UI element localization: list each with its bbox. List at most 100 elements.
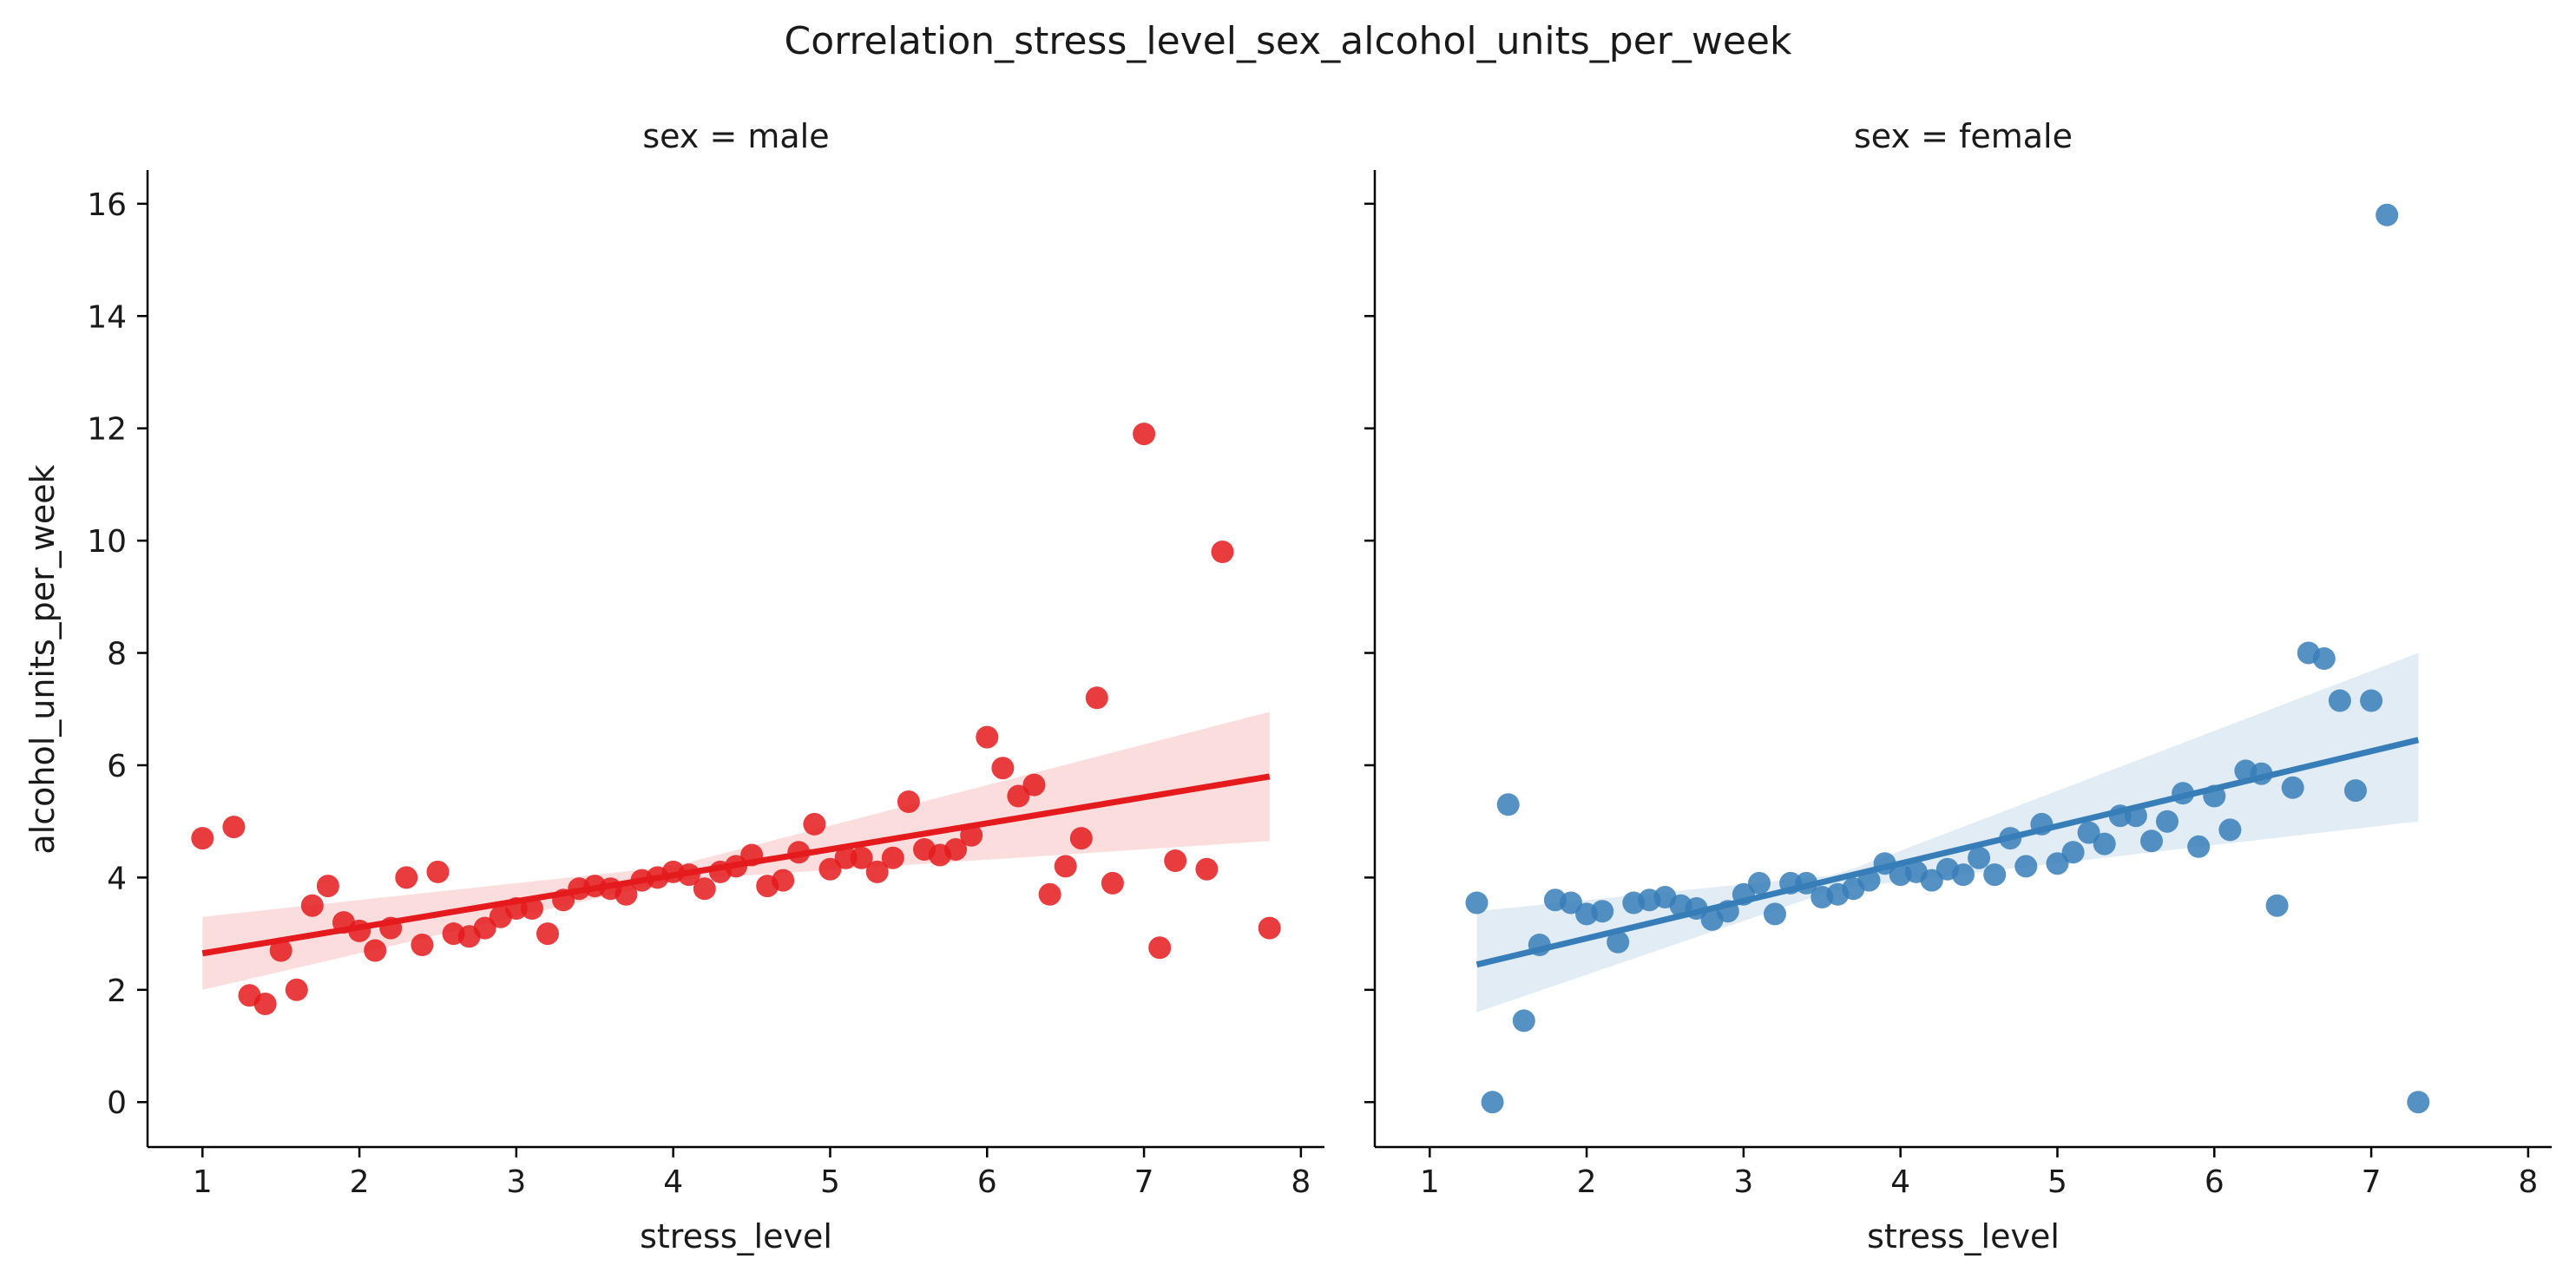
data-point	[1054, 855, 1077, 878]
data-point	[850, 846, 873, 869]
data-point	[2140, 829, 2163, 853]
data-point	[1764, 902, 1786, 926]
data-point	[1211, 541, 1234, 563]
data-point	[395, 866, 418, 889]
x-tick-label: 6	[2205, 1164, 2224, 1200]
data-point	[2061, 841, 2085, 864]
y-tick-label: 4	[107, 861, 127, 896]
data-point	[1952, 863, 1975, 887]
x-tick-label: 7	[2362, 1164, 2382, 1200]
data-point	[2093, 832, 2116, 856]
panel-male-confidence-band	[202, 711, 1270, 990]
x-tick-label: 3	[1733, 1164, 1753, 1200]
x-tick-label: 1	[193, 1164, 213, 1200]
x-tick-label: 7	[1134, 1164, 1154, 1200]
data-point	[364, 939, 387, 962]
data-point	[2077, 821, 2100, 844]
data-point	[1069, 827, 1093, 850]
data-point	[1164, 849, 1187, 872]
data-point	[191, 827, 214, 850]
data-point	[2156, 810, 2178, 833]
data-point	[1133, 423, 1156, 446]
data-point	[1148, 936, 1172, 960]
data-point	[411, 934, 434, 956]
data-point	[897, 790, 920, 813]
x-tick-label: 1	[1420, 1164, 1440, 1200]
data-point	[865, 860, 889, 883]
data-point	[1007, 784, 1030, 808]
data-point	[944, 838, 968, 861]
chart-title: Correlation_stress_level_sex_alcohol_uni…	[785, 19, 1792, 63]
data-point	[536, 922, 559, 946]
y-tick-label: 16	[87, 187, 127, 223]
data-point	[1022, 773, 1046, 797]
data-point	[1465, 891, 1488, 915]
y-tick-label: 6	[107, 749, 127, 784]
data-point	[803, 812, 826, 836]
x-tick-label: 2	[350, 1164, 370, 1200]
y-tick-label: 8	[107, 637, 127, 672]
data-point	[2014, 855, 2038, 878]
panel-female: sex = female stress_level 1 2 3 4 5 6 7 8	[1364, 117, 2552, 1255]
data-point	[2046, 852, 2069, 875]
x-tick-label: 5	[820, 1164, 840, 1200]
panel-female-x-axis-label: stress_level	[1867, 1217, 2060, 1255]
data-point	[285, 978, 308, 1001]
data-point	[222, 816, 246, 839]
data-point	[253, 993, 277, 1015]
x-tick-label: 5	[2047, 1164, 2067, 1200]
panel-male-regression-line	[201, 773, 1271, 957]
x-tick-label: 8	[2518, 1164, 2538, 1200]
data-point	[1512, 1009, 1535, 1033]
panel-female-regression-line	[1475, 737, 2420, 968]
data-point	[2407, 1091, 2430, 1114]
data-point	[1496, 793, 1520, 816]
y-tick-label: 10	[87, 524, 127, 560]
panel-male-title: sex = male	[642, 117, 829, 155]
panel-female-title: sex = female	[1854, 117, 2073, 155]
data-point	[1983, 863, 2007, 887]
data-point	[1591, 900, 1614, 923]
data-point	[834, 846, 858, 869]
panel-male-x-axis-label: stress_level	[640, 1217, 832, 1255]
data-point	[300, 894, 324, 917]
data-point	[2187, 835, 2211, 858]
data-point	[614, 882, 638, 906]
y-tick-label: 14	[87, 299, 127, 335]
x-tick-label: 6	[977, 1164, 997, 1200]
x-tick-label: 2	[1577, 1164, 1597, 1200]
data-point	[1920, 869, 1943, 892]
x-tick-label: 4	[1890, 1164, 1910, 1200]
data-point	[2218, 818, 2242, 842]
panel-male: sex = male stress_level 1 2 3 4 5 6 7 8 0 2 4 6 8 10 1…	[87, 117, 1324, 1255]
data-point	[1748, 871, 1771, 895]
data-point	[881, 846, 904, 869]
data-point	[521, 897, 543, 920]
data-point	[2281, 776, 2304, 799]
data-point	[976, 725, 999, 749]
data-point	[1481, 1091, 1504, 1114]
data-point	[1101, 871, 1124, 895]
data-point	[269, 939, 292, 962]
x-tick-label: 8	[1291, 1164, 1311, 1200]
y-tick-label: 12	[87, 412, 127, 448]
data-point	[772, 869, 795, 892]
data-point	[693, 877, 716, 901]
panel-female-confidence-band	[1476, 652, 2419, 1013]
data-point	[473, 916, 496, 940]
data-point	[991, 757, 1015, 780]
data-point	[2328, 689, 2351, 712]
y-tick-label: 0	[107, 1085, 127, 1121]
y-axis-label: alcohol_units_per_week	[23, 464, 62, 854]
data-point	[2360, 689, 2383, 712]
data-point	[1560, 891, 1582, 915]
data-point	[1085, 686, 1108, 710]
data-point	[818, 857, 842, 881]
data-point	[2265, 894, 2289, 917]
x-tick-label: 4	[663, 1164, 683, 1200]
data-point	[1968, 846, 1991, 869]
data-point	[2344, 779, 2367, 803]
x-tick-label: 3	[506, 1164, 526, 1200]
data-point	[316, 875, 339, 898]
